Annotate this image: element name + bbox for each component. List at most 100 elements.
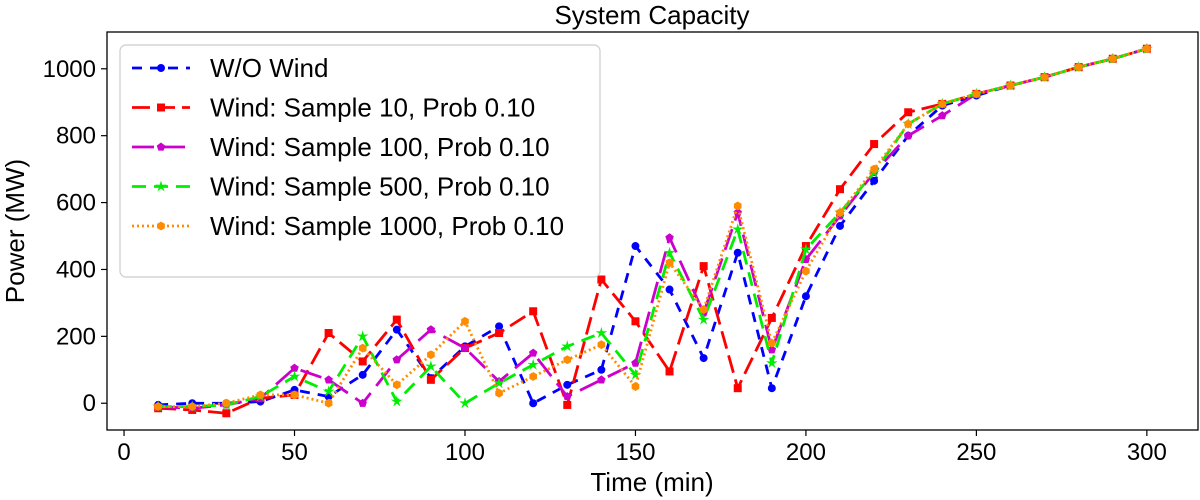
series-line xyxy=(158,47,1148,410)
data-point xyxy=(358,357,367,366)
y-tick-label: 400 xyxy=(56,256,96,283)
x-tick-label: 0 xyxy=(117,439,130,466)
data-point xyxy=(699,354,708,363)
data-point xyxy=(1040,72,1049,82)
legend-marker xyxy=(157,221,165,231)
legend-label: Wind: Sample 1000, Prob 0.10 xyxy=(210,211,564,241)
data-point xyxy=(731,223,744,235)
data-point xyxy=(1074,62,1083,72)
legend-marker xyxy=(156,64,165,73)
plot-area xyxy=(152,42,1153,418)
y-axis: 0 200 400 600 800 1000 xyxy=(43,56,107,417)
data-point xyxy=(563,392,572,401)
legend-label: Wind: Sample 10, Prob 0.10 xyxy=(210,93,535,123)
data-point xyxy=(358,398,367,407)
data-point xyxy=(801,292,810,301)
data-point xyxy=(836,208,844,218)
data-point xyxy=(802,266,810,276)
data-point xyxy=(767,313,776,322)
series-line xyxy=(158,47,1148,408)
data-point xyxy=(256,390,265,400)
data-point xyxy=(597,340,606,350)
data-point xyxy=(563,355,572,365)
data-point xyxy=(460,343,470,352)
data-point xyxy=(392,355,402,364)
x-tick-label: 150 xyxy=(615,439,655,466)
legend-item: Wind: Sample 500, Prob 0.10 xyxy=(132,172,550,202)
data-point xyxy=(699,262,708,271)
data-point xyxy=(938,99,947,109)
x-axis-label: Time (min) xyxy=(590,467,713,497)
data-point xyxy=(529,307,538,316)
data-point xyxy=(768,338,776,348)
data-point xyxy=(427,350,435,360)
data-point xyxy=(1108,54,1117,64)
data-point xyxy=(631,382,640,391)
data-point xyxy=(425,360,437,372)
data-point xyxy=(392,315,401,324)
x-tick-label: 50 xyxy=(281,439,308,466)
x-axis: 0 50 100 150 200 250 300 xyxy=(117,430,1167,466)
data-point xyxy=(665,258,674,268)
data-point xyxy=(495,388,503,398)
data-point xyxy=(972,89,981,99)
data-point xyxy=(1143,44,1151,54)
legend-marker xyxy=(155,180,167,192)
data-point xyxy=(290,363,299,372)
data-point xyxy=(324,398,333,408)
data-point xyxy=(461,316,469,326)
x-tick-label: 250 xyxy=(956,439,996,466)
data-point xyxy=(597,275,606,284)
data-point xyxy=(904,119,913,129)
data-point xyxy=(390,395,403,407)
data-point xyxy=(495,322,504,331)
data-point xyxy=(765,356,778,369)
data-point xyxy=(631,242,640,251)
x-tick-label: 200 xyxy=(786,439,826,466)
y-tick-label: 600 xyxy=(56,190,96,217)
data-point xyxy=(767,384,776,393)
data-point xyxy=(324,375,333,384)
data-point xyxy=(222,398,231,408)
data-point xyxy=(495,329,504,338)
data-point xyxy=(904,108,913,117)
data-point xyxy=(665,233,674,242)
data-point xyxy=(392,380,401,390)
data-point xyxy=(288,370,301,382)
data-point xyxy=(426,325,436,334)
data-point xyxy=(222,409,231,418)
data-point xyxy=(561,340,574,352)
legend-marker xyxy=(156,142,166,151)
data-point xyxy=(563,400,572,409)
series-line xyxy=(158,47,1148,408)
legend-label: W/O Wind xyxy=(210,53,328,83)
legend-label: Wind: Sample 500, Prob 0.10 xyxy=(210,172,550,202)
data-point xyxy=(870,164,878,174)
data-point xyxy=(392,325,401,334)
data-point xyxy=(528,348,538,357)
data-point xyxy=(356,330,369,342)
data-point xyxy=(836,185,845,194)
data-point xyxy=(663,246,676,258)
data-point xyxy=(426,375,435,384)
data-point xyxy=(733,384,742,393)
legend-item: W/O Wind xyxy=(132,53,328,83)
data-point xyxy=(697,313,710,325)
data-point xyxy=(322,385,335,397)
data-point xyxy=(631,317,640,326)
data-point xyxy=(699,305,708,315)
legend-item: Wind: Sample 100, Prob 0.10 xyxy=(132,132,550,162)
data-point xyxy=(870,140,879,149)
data-point xyxy=(1006,81,1015,90)
legend-label: Wind: Sample 100, Prob 0.10 xyxy=(210,132,550,162)
data-point xyxy=(800,243,812,255)
data-point xyxy=(870,176,879,185)
y-tick-label: 0 xyxy=(83,390,96,417)
data-point xyxy=(938,111,947,120)
data-point xyxy=(529,372,537,381)
chart-title: System Capacity xyxy=(554,0,749,30)
legend-frame xyxy=(119,44,601,278)
data-point xyxy=(595,326,608,338)
y-axis-label: Power (MW) xyxy=(0,159,30,303)
plot-frame xyxy=(106,31,1199,431)
